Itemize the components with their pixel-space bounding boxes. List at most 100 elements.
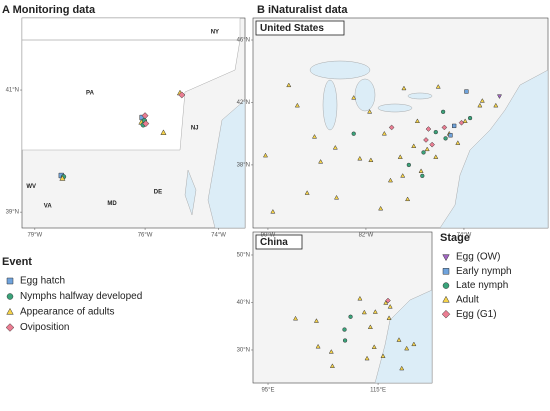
observation-point — [396, 337, 402, 342]
observation-point — [400, 173, 406, 178]
observation-point — [385, 297, 391, 304]
observation-point — [421, 150, 426, 155]
legend-symbol — [442, 295, 450, 303]
observation-point — [441, 124, 448, 131]
observation-point — [313, 318, 319, 323]
observation-point — [462, 118, 468, 123]
observation-point — [318, 159, 324, 164]
observation-point — [342, 327, 347, 332]
observation-point — [414, 118, 420, 123]
observation-point — [328, 349, 334, 354]
observation-point — [378, 205, 384, 211]
observation-point — [367, 109, 373, 114]
observation-point — [351, 94, 357, 100]
y-tick-label: 42°N — [237, 100, 250, 106]
observation-point — [364, 355, 370, 361]
observation-point — [361, 309, 367, 315]
observation-point — [425, 126, 432, 132]
observation-point — [178, 91, 186, 99]
observation-point — [406, 162, 411, 168]
observation-point — [371, 344, 377, 349]
observation-point — [334, 194, 340, 200]
observation-point — [397, 154, 403, 159]
observation-point — [433, 154, 439, 159]
region-label: NY — [211, 30, 219, 36]
observation-point — [399, 365, 405, 371]
panel-title: B iNaturalist data — [257, 4, 348, 16]
y-tick-label: 50°N — [237, 253, 250, 259]
observation-point — [386, 315, 392, 320]
y-tick-label: 30°N — [237, 348, 250, 354]
observation-point — [357, 295, 363, 301]
legend-symbol — [442, 254, 450, 262]
observation-point — [477, 102, 483, 108]
country-label: United States — [255, 20, 345, 36]
observation-point — [142, 120, 150, 128]
legend-symbol — [6, 277, 14, 285]
observation-point — [348, 314, 353, 319]
y-tick-label: 39°N — [6, 210, 19, 216]
observation-point — [388, 124, 395, 131]
legend-label: Late nymph — [456, 280, 508, 291]
observation-point — [458, 119, 465, 126]
legend-label: Oviposition — [20, 322, 69, 333]
observation-point — [315, 343, 321, 349]
observation-point — [381, 130, 387, 136]
observation-point — [294, 102, 300, 108]
map-decor — [21, 17, 549, 384]
observation-point — [423, 137, 429, 143]
y-tick-label: 38°N — [237, 163, 250, 169]
x-tick-label: 115°E — [370, 388, 386, 394]
observation-point — [141, 112, 149, 120]
observation-point — [311, 134, 318, 139]
observation-point — [467, 115, 473, 121]
legend-label: Appearance of adults — [20, 307, 115, 318]
observation-point — [496, 94, 502, 100]
region-label: VA — [44, 204, 53, 210]
observation-point — [418, 168, 424, 173]
x-tick-label: 74°W — [211, 233, 226, 239]
observation-point — [286, 82, 292, 88]
observation-point — [433, 129, 438, 135]
legend-symbol — [441, 309, 451, 319]
observation-point — [424, 146, 430, 152]
observation-point — [443, 136, 448, 141]
observation-point — [262, 152, 269, 158]
observation-point — [435, 84, 441, 89]
x-tick-label: 95°E — [261, 388, 274, 394]
observation-point — [367, 324, 373, 329]
legend-symbol — [6, 293, 14, 300]
observation-point — [452, 123, 457, 129]
region-label: NJ — [191, 125, 199, 131]
observation-point — [332, 144, 338, 150]
legend-label: Adult — [456, 295, 479, 306]
observation-point — [380, 353, 386, 358]
observation-point — [372, 309, 378, 314]
legend-title: Stage — [440, 232, 470, 244]
legend-symbol — [6, 307, 14, 315]
legend-symbol — [5, 323, 15, 332]
observation-point — [440, 109, 446, 114]
y-tick-label: 46°N — [237, 38, 250, 44]
observation-point — [420, 173, 425, 179]
observation-point — [329, 363, 335, 368]
region-label: WV — [26, 184, 36, 190]
legend-symbol — [442, 268, 450, 275]
observation-point — [387, 303, 393, 309]
observation-point — [455, 140, 461, 145]
observation-point — [464, 89, 469, 94]
x-tick-label: 79°W — [27, 233, 42, 239]
observation-point — [357, 155, 363, 161]
x-tick-label: 82°W — [359, 233, 374, 239]
region-label: DE — [154, 190, 162, 196]
legend-label: Nymphs halfway developed — [20, 291, 142, 302]
observation-point — [448, 133, 453, 138]
observation-point — [270, 208, 276, 214]
observation-point — [405, 196, 411, 202]
observation-point — [383, 300, 389, 305]
observation-point — [304, 190, 310, 195]
y-tick-label: 41°N — [6, 88, 19, 94]
observation-point — [411, 143, 417, 148]
observation-point — [387, 177, 393, 183]
